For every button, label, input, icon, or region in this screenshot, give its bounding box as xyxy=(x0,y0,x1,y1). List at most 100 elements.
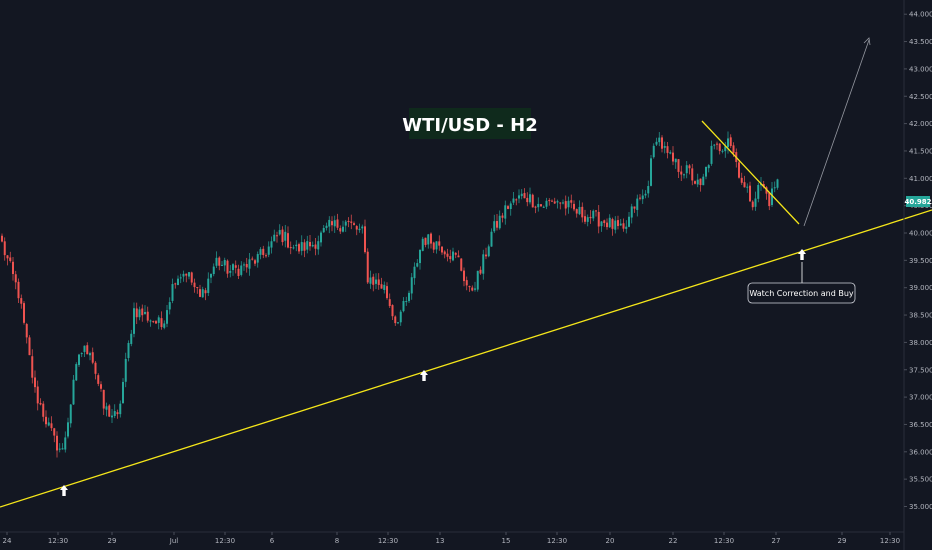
candle-body xyxy=(281,229,284,243)
candle-body xyxy=(694,181,696,184)
candle-body xyxy=(523,193,526,199)
candle-body xyxy=(672,152,674,162)
candle-body xyxy=(534,206,537,208)
candle-body xyxy=(416,263,419,267)
time-tick-label: 12:30 xyxy=(880,537,900,545)
candle-body xyxy=(622,223,625,229)
candle-body xyxy=(589,216,592,219)
up-arrow-icon xyxy=(60,485,68,496)
price-axis[interactable]: 35.000 35.500 36.000 36.500 37.000 37.500 38.0… xyxy=(904,0,932,511)
candle-body xyxy=(705,166,707,177)
candle-body xyxy=(449,256,452,260)
candle-body xyxy=(454,252,457,255)
candle-body xyxy=(358,228,361,231)
candle-body xyxy=(207,278,210,293)
candle-body xyxy=(443,251,446,255)
price-tick-label: 43.000 xyxy=(909,65,932,73)
candle-body xyxy=(306,241,309,250)
candle-body xyxy=(685,165,688,174)
candle-body xyxy=(130,333,133,344)
time-axis[interactable]: 24 12:30 29 Jul 12:30 6 8 12:30 13 15 12:30 20 22 12:… xyxy=(3,532,901,545)
candle-body xyxy=(606,222,608,228)
candle-body xyxy=(427,234,430,245)
candle-body xyxy=(386,286,388,299)
candle-body xyxy=(724,146,727,152)
candle-body xyxy=(331,221,333,226)
candle-body xyxy=(586,217,589,222)
time-tick-label: 12:30 xyxy=(215,537,235,545)
candle-body xyxy=(754,198,757,207)
price-tick-label: 41.500 xyxy=(909,147,932,155)
candle-body xyxy=(14,274,17,283)
candle-body xyxy=(507,206,509,209)
candle-body xyxy=(655,141,658,145)
price-tick-label: 35.500 xyxy=(909,476,932,484)
candle-body xyxy=(463,270,465,282)
candle-body xyxy=(564,201,567,209)
candle-body xyxy=(718,143,721,152)
candles xyxy=(1,131,779,458)
candle-body xyxy=(240,265,243,275)
candle-body xyxy=(42,403,45,417)
time-tick-label: 6 xyxy=(270,537,275,545)
candle-body xyxy=(160,318,163,328)
candle-body xyxy=(127,342,130,358)
candle-body xyxy=(487,246,490,257)
candle-body xyxy=(146,311,149,321)
candle-body xyxy=(56,435,58,451)
candle-body xyxy=(166,310,168,324)
candle-body xyxy=(669,152,672,154)
candle-body xyxy=(479,269,482,274)
candle-body xyxy=(652,145,655,158)
candle-body xyxy=(342,226,344,232)
candle-body xyxy=(713,144,716,146)
candle-body xyxy=(364,226,366,253)
candle-body xyxy=(581,206,584,218)
candle-body xyxy=(702,176,705,186)
candle-body xyxy=(578,207,581,215)
candle-body xyxy=(135,308,138,318)
candle-body xyxy=(124,358,127,382)
annotation-box[interactable] xyxy=(747,282,856,304)
price-tick-label: 35.000 xyxy=(909,503,932,511)
candle-body xyxy=(152,321,155,323)
candle-body xyxy=(97,375,100,384)
candle-body xyxy=(210,273,212,278)
candle-body xyxy=(633,206,636,209)
price-tick-label: 36.500 xyxy=(909,421,932,429)
candle-body xyxy=(309,242,311,247)
candle-body xyxy=(460,258,463,271)
candle-body xyxy=(556,201,559,203)
candle-body xyxy=(155,321,157,324)
candle-body xyxy=(287,233,289,248)
candle-body xyxy=(221,264,223,266)
candle-body xyxy=(3,241,6,256)
candle-body xyxy=(245,263,248,268)
candle-body xyxy=(20,298,23,304)
candle-body xyxy=(339,228,342,232)
last-price-value: 40.982 xyxy=(904,198,931,206)
descending-trendline[interactable] xyxy=(701,120,800,225)
candle-body xyxy=(171,284,174,301)
candle-body xyxy=(639,197,641,199)
candle-body xyxy=(707,165,710,169)
candle-body xyxy=(710,145,713,164)
ascending-trendline[interactable] xyxy=(0,209,932,508)
candle-body xyxy=(614,220,617,230)
candle-body xyxy=(647,186,650,194)
candle-body xyxy=(531,194,534,208)
candle-body xyxy=(501,215,504,218)
candle-body xyxy=(199,289,201,297)
candle-body xyxy=(471,287,474,291)
candle-body xyxy=(457,255,460,258)
candle-body xyxy=(144,311,146,314)
candle-body xyxy=(243,264,245,266)
candle-body xyxy=(347,220,350,222)
candle-body xyxy=(188,272,190,277)
candle-body xyxy=(311,245,314,247)
candle-body xyxy=(680,171,683,175)
candle-body xyxy=(34,377,36,388)
candle-body xyxy=(254,260,256,264)
candle-body xyxy=(278,230,281,235)
